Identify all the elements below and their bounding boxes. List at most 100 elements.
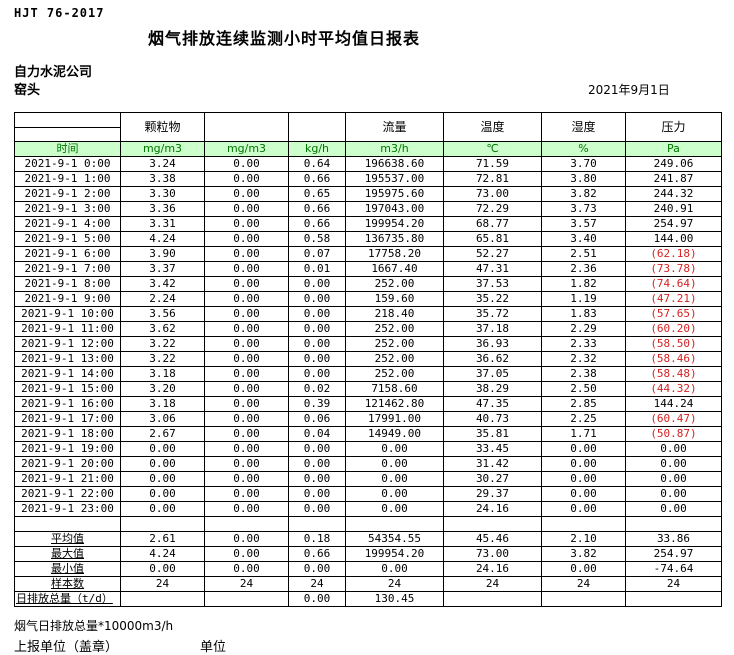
- humidity-value-cell: 3.82: [541, 186, 626, 202]
- kgh-value-cell: 0.65: [288, 186, 346, 202]
- time-cell: 2021-9-1 21:00: [14, 471, 121, 487]
- pm-value-cell: 3.38: [120, 171, 205, 187]
- temp-value-cell: 35.22: [443, 291, 542, 307]
- group-header-particulate: 颗粒物: [120, 112, 205, 142]
- hour-data-row: 2021-9-1 23:00 0.00 0.00 0.00 0.00 24.16 0.00 0…: [14, 501, 722, 517]
- value-cell: 4.24: [120, 546, 205, 562]
- flow-value-cell: 0.00: [345, 441, 444, 457]
- pressure-value-cell: 0.00: [625, 471, 722, 487]
- pm2-value-cell: 0.00: [204, 321, 289, 337]
- pm2-value-cell: 0.00: [204, 336, 289, 352]
- kgh-value-cell: 0.39: [288, 396, 346, 412]
- humidity-value-cell: 2.29: [541, 321, 626, 337]
- hour-data-row: 2021-9-1 16:00 3.18 0.00 0.39 121462.80 47.35…: [14, 396, 722, 412]
- row-label-cell: 日排放总量（t/d）: [14, 591, 121, 607]
- unit-percent: %: [541, 141, 626, 157]
- pressure-value-cell: 240.91: [625, 201, 722, 217]
- humidity-value-cell: 2.51: [541, 246, 626, 262]
- value-cell: 0.00: [288, 561, 346, 577]
- unit-pa: Pa: [625, 141, 722, 157]
- summary-row: 最小值 0.00 0.00 0.00 0.00 24.16 0.00 -74.64: [14, 561, 722, 577]
- time-cell: 2021-9-1 8:00: [14, 276, 121, 292]
- flow-value-cell: 17758.20: [345, 246, 444, 262]
- temp-value-cell: 40.73: [443, 411, 542, 427]
- hour-data-row: 2021-9-1 13:00 3.22 0.00 0.00 252.00 36.62 2.3…: [14, 351, 722, 367]
- temp-value-cell: 72.81: [443, 171, 542, 187]
- temp-value-cell: 35.72: [443, 306, 542, 322]
- pm-value-cell: 3.06: [120, 411, 205, 427]
- group-header-temperature: 温度: [443, 112, 542, 142]
- value-cell: 0.00: [204, 561, 289, 577]
- temp-value-cell: 36.62: [443, 351, 542, 367]
- pm2-value-cell: 0.00: [204, 486, 289, 502]
- hour-data-row: 2021-9-1 15:00 3.20 0.00 0.02 7158.60 38.29 2.…: [14, 381, 722, 397]
- time-header-corner-cell: [14, 112, 121, 142]
- pm2-value-cell: 0.00: [204, 456, 289, 472]
- hour-data-row: 2021-9-1 2:00 3.30 0.00 0.65 195975.60 73.00 3…: [14, 186, 722, 202]
- summary-row: 平均值 2.61 0.00 0.18 54354.55 45.46 2.10 33.86: [14, 531, 722, 547]
- time-cell: 2021-9-1 2:00: [14, 186, 121, 202]
- pressure-value-cell: (73.78): [625, 261, 722, 277]
- flow-value-cell: 252.00: [345, 336, 444, 352]
- flow-value-cell: 0.00: [345, 456, 444, 472]
- summary-row: 样本数 24 24 24 24 24 24 24: [14, 576, 722, 592]
- pm2-value-cell: 0.00: [204, 291, 289, 307]
- hour-data-row: 2021-9-1 8:00 3.42 0.00 0.00 252.00 37.53 1.82…: [14, 276, 722, 292]
- time-cell: 2021-9-1 22:00: [14, 486, 121, 502]
- temp-value-cell: 71.59: [443, 156, 542, 172]
- row-label-cell: 样本数: [14, 576, 121, 592]
- group-header-flow: 流量: [345, 112, 444, 142]
- pressure-value-cell: 254.97: [625, 216, 722, 232]
- flow-value-cell: 17991.00: [345, 411, 444, 427]
- value-cell: 130.45: [345, 591, 444, 607]
- value-cell: 24: [288, 576, 346, 592]
- pm2-value-cell: 0.00: [204, 366, 289, 382]
- pm-value-cell: 3.18: [120, 396, 205, 412]
- table-body: 2021-9-1 0:00 3.24 0.00 0.64 196638.60 71.59 3…: [14, 156, 722, 607]
- humidity-value-cell: 3.80: [541, 171, 626, 187]
- value-cell: 2.61: [120, 531, 205, 547]
- kgh-value-cell: 0.00: [288, 441, 346, 457]
- value-cell: 24.16: [443, 561, 542, 577]
- time-cell: 2021-9-1 7:00: [14, 261, 121, 277]
- hour-data-row: 2021-9-1 1:00 3.38 0.00 0.66 195537.00 72.81 3…: [14, 171, 722, 187]
- time-cell: 2021-9-1 4:00: [14, 216, 121, 232]
- value-cell: 24: [443, 576, 542, 592]
- time-cell: 2021-9-1 11:00: [14, 321, 121, 337]
- hour-data-row: 2021-9-1 6:00 3.90 0.00 0.07 17758.20 52.27 2.…: [14, 246, 722, 262]
- time-cell: 2021-9-1 13:00: [14, 351, 121, 367]
- pm-value-cell: 3.22: [120, 351, 205, 367]
- value-cell: [625, 516, 722, 532]
- pressure-value-cell: (60.20): [625, 321, 722, 337]
- humidity-value-cell: 1.19: [541, 291, 626, 307]
- flow-value-cell: 0.00: [345, 471, 444, 487]
- spacer-row: [14, 516, 722, 532]
- value-cell: 0.00: [345, 561, 444, 577]
- hour-data-row: 2021-9-1 21:00 0.00 0.00 0.00 0.00 30.27 0.00 0…: [14, 471, 722, 487]
- time-cell: 2021-9-1 20:00: [14, 456, 121, 472]
- pressure-value-cell: 244.32: [625, 186, 722, 202]
- pressure-value-cell: 144.24: [625, 396, 722, 412]
- hour-data-row: 2021-9-1 20:00 0.00 0.00 0.00 0.00 31.42 0.00 0…: [14, 456, 722, 472]
- flow-value-cell: 195537.00: [345, 171, 444, 187]
- time-cell: 2021-9-1 5:00: [14, 231, 121, 247]
- time-cell: 2021-9-1 9:00: [14, 291, 121, 307]
- value-cell: 24: [120, 576, 205, 592]
- pm2-value-cell: 0.00: [204, 501, 289, 517]
- value-cell: 24: [541, 576, 626, 592]
- pm-value-cell: 3.36: [120, 201, 205, 217]
- flow-value-cell: 199954.20: [345, 216, 444, 232]
- flow-value-cell: 1667.40: [345, 261, 444, 277]
- temp-value-cell: 72.29: [443, 201, 542, 217]
- pm2-value-cell: 0.00: [204, 171, 289, 187]
- humidity-value-cell: 0.00: [541, 501, 626, 517]
- value-cell: 3.82: [541, 546, 626, 562]
- temp-value-cell: 24.16: [443, 501, 542, 517]
- hour-data-row: 2021-9-1 11:00 3.62 0.00 0.00 252.00 37.18 2.2…: [14, 321, 722, 337]
- pressure-value-cell: 0.00: [625, 486, 722, 502]
- hour-data-row: 2021-9-1 9:00 2.24 0.00 0.00 159.60 35.22 1.19…: [14, 291, 722, 307]
- pm-value-cell: 3.37: [120, 261, 205, 277]
- group-header-empty-2: [288, 112, 346, 142]
- kgh-value-cell: 0.00: [288, 351, 346, 367]
- temp-value-cell: 38.29: [443, 381, 542, 397]
